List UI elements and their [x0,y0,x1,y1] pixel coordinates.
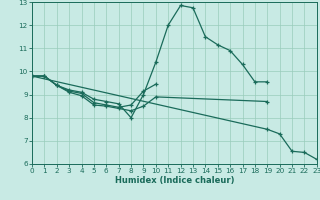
X-axis label: Humidex (Indice chaleur): Humidex (Indice chaleur) [115,176,234,185]
